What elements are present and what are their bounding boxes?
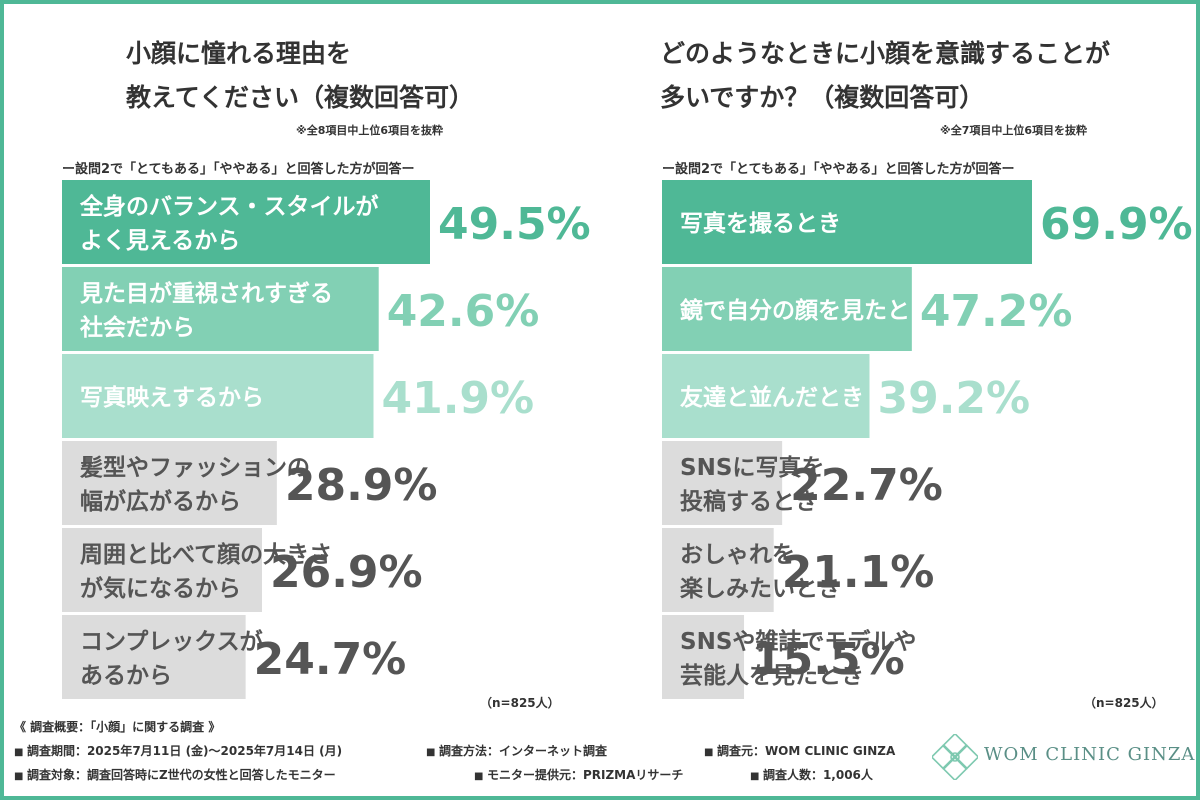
left-category-label-1-line-1: 全身のバランス・スタイルが [79,193,379,220]
left-value-label-2: 42.6% [387,286,540,337]
right-value-label-1: 69.9% [1040,199,1193,250]
left-category-label-4-line-2: 幅が広がるから [80,488,241,515]
left-title-line-2: 教えてください（複数回答可） [126,83,475,112]
left-category-label-3-line-1: 写真映えするから [80,384,264,411]
left-bar-4 [62,441,277,525]
left-category-label-5-line-1: 周囲と比べて顔の大きさ [80,541,332,568]
left-chart-title: 小顔に憧れる理由を 教えてください（複数回答可） [126,32,474,120]
survey-overview-heading: 《 調査概要：「小顔」に関する調査 》 [14,720,221,734]
left-bar-2 [62,267,379,351]
left-value-label-3: 41.9% [381,373,534,424]
left-category-label-2-line-1: 見た目が重視されすぎる [80,280,333,307]
right-category-label-6-line-2: 芸能人を見たとき [680,662,864,689]
survey-source: 調査元：WOM CLINIC GINZA [704,742,895,759]
left-bar-1 [62,180,430,264]
left-category-label-1-line-2: よく見えるから [80,228,240,254]
right-category-label-6-line-1: SNSや雑誌でモデルや [680,628,916,655]
right-bar-1 [662,180,1032,264]
left-category-label-2-line-2: 社会だから [80,314,195,341]
left-condition-note: ー設問2で「とてもある」「ややある」と回答した方が回答ー [62,162,415,177]
logo-text: WOM CLINIC GINZA [984,744,1196,765]
left-subnote: ※全8項目中上位6項目を抜粋 [296,124,444,137]
left-value-label-4: 28.9% [285,460,438,511]
right-category-label-5-line-2: 楽しみたいとき [680,575,841,602]
right-value-label-2: 47.2% [920,286,1073,337]
right-bar-2 [662,267,912,351]
right-category-label-1-line-1: 写真を撮るとき [680,210,841,237]
right-condition-note: ー設問2で「とてもある」「ややある」と回答した方が回答ー [662,162,1015,177]
survey-method: 調査方法：インターネット調査 [426,742,607,759]
right-category-label-4-line-1: SNSに写真を [680,454,824,481]
right-title-line-2: 多いですか？（複数回答可） [660,83,985,112]
left-title-line-1: 小顔に憧れる理由を [126,39,352,68]
right-category-label-4-line-2: 投稿するとき [680,488,818,515]
right-chart-panel: どのようなときに小顔を意識することが 多いですか？（複数回答可） ※全7項目中上… [600,0,1200,720]
left-category-label-5-line-2: が気になるから [80,575,241,602]
right-sample-size: （n=825人） [1084,696,1164,710]
left-sample-size: （n=825人） [480,696,560,710]
left-chart-panel: 小顔に憧れる理由を 教えてください（複数回答可） ※全8項目中上位6項目を抜粋 … [0,0,600,720]
right-category-label-2-line-1: 鏡で自分の顔を見たとき [680,297,933,324]
right-value-label-5: 21.1% [782,547,935,598]
right-value-label-6: 15.5% [752,634,905,685]
right-title-line-1: どのようなときに小顔を意識することが [660,39,1111,68]
wom-clinic-ginza-logo: WOM CLINIC GINZA [928,734,1194,780]
survey-count: 調査人数：1,006人 [750,766,873,783]
left-bar-6 [62,615,246,699]
right-value-label-3: 39.2% [877,373,1030,424]
right-value-label-4: 22.7% [790,460,943,511]
left-bar-3 [62,354,374,438]
right-chart-title: どのようなときに小顔を意識することが 多いですか？（複数回答可） [660,32,1110,120]
survey-target: 調査対象：調査回答時にZ世代の女性と回答したモニター [14,766,336,783]
left-value-label-1: 49.5% [438,199,591,250]
left-category-label-6-line-1: コンプレックスが [80,628,263,655]
right-bar-5 [662,528,774,612]
right-subnote: ※全7項目中上位6項目を抜粋 [940,124,1088,137]
right-category-label-3-line-1: 友達と並んだとき [680,384,864,411]
left-bar-5 [62,528,262,612]
monitor-provider: モニター提供元：PRIZMAリサーチ [474,766,683,783]
left-category-label-6-line-2: あるから [80,663,172,689]
right-bar-4 [662,441,783,525]
survey-period: 調査期間：2025年7月11日 (金)〜2025年7月14日 (月) [14,742,342,759]
right-bar-6 [662,615,745,699]
left-value-label-5: 26.9% [270,547,423,598]
right-category-label-5-line-1: おしゃれを [680,542,795,568]
left-category-label-4-line-1: 髪型やファッションの [79,454,310,481]
right-bar-3 [662,354,870,438]
left-value-label-6: 24.7% [254,634,407,685]
diamond-flower-logo-icon [932,734,978,780]
